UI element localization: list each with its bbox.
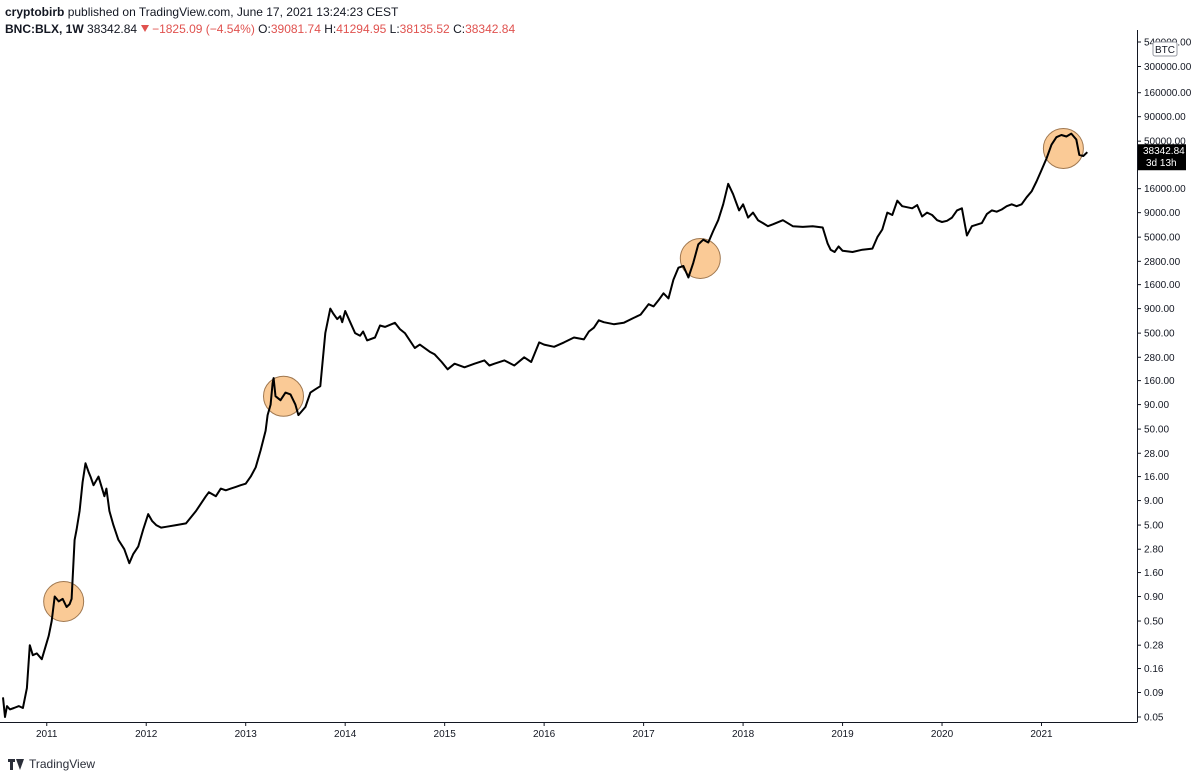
price-tick-label: 90000.00 bbox=[1144, 112, 1186, 123]
price-tick-label: 160.00 bbox=[1144, 376, 1175, 387]
price-axis[interactable]: 540000.00300000.00160000.0090000.0050000… bbox=[1137, 38, 1192, 724]
close-label: C: bbox=[453, 22, 466, 36]
price-tick-label: 5000.00 bbox=[1144, 233, 1181, 244]
price-tick-label: 28.00 bbox=[1144, 449, 1169, 460]
price-tick-label: 16000.00 bbox=[1144, 184, 1186, 195]
last-price: 38342.84 bbox=[87, 22, 138, 36]
price-tick-label: 2.80 bbox=[1144, 545, 1164, 556]
price-tick-label: 0.90 bbox=[1144, 592, 1164, 603]
open-label: O: bbox=[258, 22, 271, 36]
down-arrow-icon bbox=[141, 25, 150, 32]
price-tick-label: 90.00 bbox=[1144, 400, 1169, 411]
price-tick-label: 0.09 bbox=[1144, 688, 1164, 699]
price-tick-label: 5.00 bbox=[1144, 521, 1164, 532]
highlight-circle bbox=[1042, 127, 1084, 169]
time-tick-label: 2020 bbox=[931, 729, 954, 740]
time-axis[interactable]: 2011 2012 2013 2014 2015 2016 2017 2018 2019 2020… bbox=[36, 722, 1053, 740]
price-tick-label: 300000.00 bbox=[1144, 62, 1192, 73]
low-label: L: bbox=[389, 22, 400, 36]
price-tick-label: 0.05 bbox=[1144, 713, 1164, 724]
low-value: 38135.52 bbox=[399, 22, 450, 36]
brand-name: TradingView bbox=[29, 757, 96, 771]
currency-label: BTC bbox=[1155, 45, 1175, 56]
price-tick-label: 500.00 bbox=[1144, 329, 1175, 340]
time-tick-label: 2014 bbox=[334, 729, 357, 740]
price-tick-label: 50.00 bbox=[1144, 425, 1169, 436]
price-tick-label: 9.00 bbox=[1144, 496, 1164, 507]
highlight-circle bbox=[679, 237, 721, 279]
price-tick-label: 16.00 bbox=[1144, 472, 1169, 483]
last-price-tag: 38342.84 3d 13h bbox=[1138, 144, 1186, 171]
price-tick-label: 50000.00 bbox=[1144, 137, 1186, 148]
price-tick-label: 0.50 bbox=[1144, 617, 1164, 628]
time-tick-label: 2019 bbox=[831, 729, 854, 740]
time-tick-label: 2011 bbox=[36, 729, 58, 740]
time-tick-label: 2021 bbox=[1030, 729, 1053, 740]
time-tick-label: 2018 bbox=[732, 729, 755, 740]
price-tick-label: 1600.00 bbox=[1144, 280, 1181, 291]
symbol-label: BNC:BLX, 1W bbox=[5, 22, 84, 36]
symbol-info: BNC:BLX, 1W 38342.84 −1825.09 (−4.54%) O:… bbox=[5, 22, 515, 36]
high-value: 41294.95 bbox=[336, 22, 387, 36]
price-tick-label: 0.16 bbox=[1144, 664, 1164, 675]
footer-branding[interactable]: TradingView bbox=[8, 755, 95, 773]
author-name[interactable]: cryptobirb bbox=[5, 5, 65, 19]
price-line bbox=[2, 132, 1088, 718]
close-value: 38342.84 bbox=[465, 22, 516, 36]
time-tick-label: 2013 bbox=[235, 729, 258, 740]
published-text: published on TradingView.com, June 17, 2… bbox=[67, 5, 399, 19]
highlight-circles bbox=[43, 127, 1084, 622]
publish-info: cryptobirb published on TradingView.com,… bbox=[5, 5, 398, 19]
price-tick-label: 9000.00 bbox=[1144, 208, 1181, 219]
price-change: −1825.09 (−4.54%) bbox=[152, 22, 255, 36]
open-value: 39081.74 bbox=[270, 22, 321, 36]
high-label: H: bbox=[324, 22, 337, 36]
price-tick-label: 0.28 bbox=[1144, 641, 1164, 652]
currency-badge[interactable]: BTC bbox=[1152, 41, 1178, 57]
price-tick-label: 160000.00 bbox=[1144, 88, 1192, 99]
price-tick-label: 2800.00 bbox=[1144, 257, 1181, 268]
tradingview-logo-icon bbox=[8, 758, 24, 770]
countdown-label: 3d 13h bbox=[1146, 158, 1177, 169]
time-tick-label: 2017 bbox=[632, 729, 655, 740]
time-tick-label: 2015 bbox=[434, 729, 457, 740]
last-price-tag-value: 38342.84 bbox=[1143, 146, 1185, 157]
price-tick-label: 1.60 bbox=[1144, 568, 1164, 579]
time-tick-label: 2012 bbox=[135, 729, 158, 740]
price-tick-label: 900.00 bbox=[1144, 304, 1175, 315]
time-tick-label: 2016 bbox=[533, 729, 556, 740]
price-tick-label: 280.00 bbox=[1144, 353, 1175, 364]
